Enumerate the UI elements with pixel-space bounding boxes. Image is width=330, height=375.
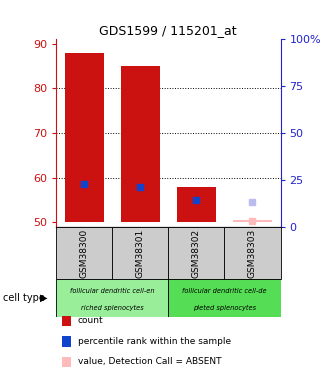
Text: ▶: ▶ xyxy=(40,293,47,303)
Bar xyxy=(56,227,112,279)
Text: count: count xyxy=(78,316,103,325)
Bar xyxy=(121,66,160,222)
Bar xyxy=(177,187,216,222)
Bar xyxy=(112,227,168,279)
Title: GDS1599 / 115201_at: GDS1599 / 115201_at xyxy=(99,24,237,37)
Text: GSM38300: GSM38300 xyxy=(80,228,89,278)
Text: riched splenocytes: riched splenocytes xyxy=(81,304,144,310)
Bar xyxy=(168,279,280,317)
Bar xyxy=(62,316,71,326)
Text: GSM38303: GSM38303 xyxy=(248,228,257,278)
Bar xyxy=(233,220,272,222)
Text: value, Detection Call = ABSENT: value, Detection Call = ABSENT xyxy=(78,357,221,366)
Text: GSM38302: GSM38302 xyxy=(192,228,201,278)
Bar xyxy=(168,227,224,279)
Bar xyxy=(62,336,71,346)
Text: follicular dendritic cell-de: follicular dendritic cell-de xyxy=(182,288,267,294)
Text: percentile rank within the sample: percentile rank within the sample xyxy=(78,337,231,346)
Text: cell type: cell type xyxy=(3,293,45,303)
Bar xyxy=(56,279,168,317)
Bar xyxy=(65,53,104,222)
Text: follicular dendritic cell-en: follicular dendritic cell-en xyxy=(70,288,154,294)
Bar xyxy=(62,357,71,368)
Bar xyxy=(224,227,280,279)
Text: GSM38301: GSM38301 xyxy=(136,228,145,278)
Text: pleted splenocytes: pleted splenocytes xyxy=(193,304,256,310)
